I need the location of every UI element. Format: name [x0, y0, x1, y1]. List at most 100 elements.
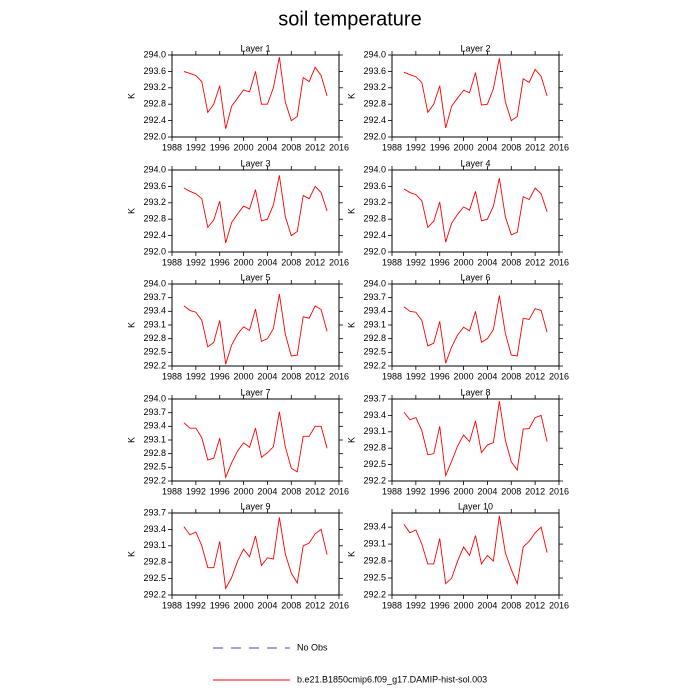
x-tick-label: 2008	[501, 257, 521, 267]
data-line	[183, 175, 328, 244]
x-tick-label: 2012	[525, 486, 545, 496]
data-line	[183, 56, 328, 129]
y-tick-label: 293.7	[143, 507, 166, 517]
legend-label: No Obs	[297, 642, 328, 652]
panel: Layer 10 K 292.2 292.5 292.8 293.1 293.4 1988 19…	[346, 501, 569, 610]
x-tick-label: 1996	[210, 600, 230, 610]
x-tick-label: 2000	[234, 486, 254, 496]
y-tick-label: 293.1	[363, 538, 386, 548]
plot-frame	[391, 512, 560, 596]
y-tick-label: 292.0	[363, 246, 386, 256]
x-tick-label: 1992	[406, 142, 426, 152]
x-tick-label: 1996	[430, 142, 450, 152]
x-tick-label: 2012	[305, 257, 325, 267]
plot-frame	[391, 283, 560, 367]
x-tick-label: 2016	[329, 142, 349, 152]
x-tick-label: 2008	[501, 371, 521, 381]
panel: Layer 6 K 292.2 292.5 292.8 293.1 293.4 293.7 29…	[346, 272, 569, 381]
y-axis-label: K	[126, 208, 136, 214]
x-tick-label: 2012	[525, 600, 545, 610]
y-tick-label: 293.4	[143, 421, 166, 431]
x-tick-label: 1992	[406, 371, 426, 381]
x-tick-label: 1988	[382, 486, 402, 496]
x-tick-label: 2000	[454, 257, 474, 267]
y-tick-label: 294.0	[363, 164, 386, 174]
x-tick-label: 2004	[257, 142, 277, 152]
x-tick-label: 1992	[186, 600, 206, 610]
x-tick-label: 1992	[186, 142, 206, 152]
panel-title: Layer 2	[460, 43, 490, 53]
y-tick-label: 293.4	[363, 410, 386, 420]
y-tick-label: 294.0	[143, 49, 166, 59]
y-tick-label: 292.2	[143, 360, 166, 370]
y-tick-label: 292.8	[143, 214, 166, 224]
x-tick-label: 1996	[430, 371, 450, 381]
plot-frame	[171, 398, 340, 482]
x-tick-label: 2008	[281, 600, 301, 610]
x-tick-label: 1988	[382, 600, 402, 610]
panel-title: Layer 3	[240, 158, 270, 168]
data-line	[403, 58, 548, 129]
y-tick-label: 294.0	[143, 393, 166, 403]
y-tick-label: 292.0	[143, 131, 166, 141]
y-tick-label: 294.0	[143, 164, 166, 174]
x-tick-label: 2004	[257, 257, 277, 267]
panel: Layer 4 K 292.0 292.4 292.8 293.2 293.6 294.0 19…	[346, 158, 569, 267]
y-tick-label: 292.4	[143, 115, 166, 125]
data-line	[403, 515, 548, 586]
x-tick-label: 1988	[382, 142, 402, 152]
y-tick-label: 292.5	[143, 347, 166, 357]
x-tick-label: 1988	[162, 257, 182, 267]
panel-title: Layer 7	[240, 387, 270, 397]
plot-frame	[171, 169, 340, 253]
x-tick-label: 2016	[549, 257, 569, 267]
x-tick-label: 2008	[281, 142, 301, 152]
y-tick-label: 293.7	[143, 407, 166, 417]
y-tick-label: 293.4	[143, 306, 166, 316]
y-tick-label: 293.7	[363, 393, 386, 403]
figure-title: soil temperature	[278, 8, 421, 30]
x-tick-label: 2000	[234, 257, 254, 267]
legend-label: b.e21.B1850cmip6.f09_g17.DAMIP-hist-sol.…	[297, 674, 487, 684]
panel: Layer 5 K 292.2 292.5 292.8 293.1 293.4 293.7 29…	[126, 272, 349, 381]
x-tick-label: 2012	[305, 142, 325, 152]
data-line	[403, 178, 548, 243]
y-tick-label: 292.8	[363, 99, 386, 109]
x-tick-label: 2012	[525, 257, 545, 267]
x-tick-label: 2004	[477, 142, 497, 152]
x-tick-label: 1988	[162, 371, 182, 381]
y-tick-label: 292.5	[363, 572, 386, 582]
x-tick-label: 1996	[210, 142, 230, 152]
x-tick-label: 2000	[454, 142, 474, 152]
y-tick-label: 293.6	[143, 181, 166, 191]
x-tick-label: 1992	[406, 257, 426, 267]
x-tick-label: 2016	[329, 600, 349, 610]
y-tick-label: 292.2	[363, 360, 386, 370]
y-tick-label: 294.0	[143, 278, 166, 288]
x-tick-label: 2012	[305, 600, 325, 610]
y-tick-label: 292.8	[363, 443, 386, 453]
y-tick-label: 294.0	[363, 49, 386, 59]
panel-title: Layer 5	[240, 272, 270, 282]
plot-frame	[391, 54, 560, 138]
data-line	[183, 293, 328, 365]
y-axis-label: K	[126, 437, 136, 443]
y-tick-label: 293.4	[363, 306, 386, 316]
y-tick-label: 293.2	[363, 197, 386, 207]
x-tick-label: 2008	[501, 142, 521, 152]
panel-title: Layer 1	[240, 43, 270, 53]
x-tick-label: 1996	[210, 486, 230, 496]
y-axis-label: K	[126, 322, 136, 328]
x-tick-label: 2008	[501, 600, 521, 610]
x-tick-label: 1992	[186, 486, 206, 496]
y-tick-label: 292.5	[143, 462, 166, 472]
y-tick-label: 292.8	[143, 448, 166, 458]
y-tick-label: 293.7	[143, 292, 166, 302]
panel: Layer 9 K 292.2 292.5 292.8 293.1 293.4 293.7 19…	[126, 501, 349, 610]
y-tick-label: 292.2	[363, 589, 386, 599]
x-tick-label: 2016	[329, 371, 349, 381]
panel: Layer 7 K 292.2 292.5 292.8 293.1 293.4 293.7 29…	[126, 387, 349, 496]
panel: Layer 3 K 292.0 292.4 292.8 293.2 293.6 294.0 19…	[126, 158, 349, 267]
x-tick-label: 1992	[186, 371, 206, 381]
y-tick-label: 292.0	[143, 246, 166, 256]
